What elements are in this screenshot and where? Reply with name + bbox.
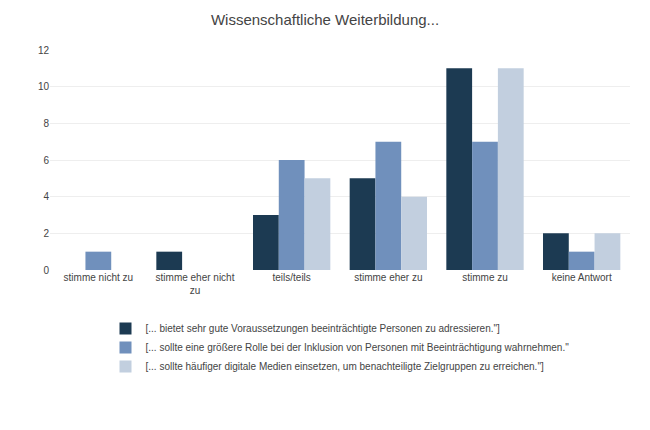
- svg-text:teils/teils: teils/teils: [272, 272, 310, 283]
- svg-text:stimme zu: stimme zu: [462, 272, 508, 283]
- svg-text:0: 0: [43, 265, 49, 276]
- svg-text:6: 6: [43, 155, 49, 166]
- svg-text:[... bietet sehr gute Vorausse: [... bietet sehr gute Voraussetzungen be…: [146, 323, 501, 334]
- svg-text:Wissenschaftliche Weiterbildun: Wissenschaftliche Weiterbildung...: [211, 11, 439, 28]
- svg-text:12: 12: [38, 45, 50, 56]
- svg-text:2: 2: [43, 228, 49, 239]
- svg-text:8: 8: [43, 118, 49, 129]
- svg-text:keine Antwort: keine Antwort: [552, 272, 612, 283]
- svg-text:stimme nicht zu: stimme nicht zu: [64, 272, 133, 283]
- svg-text:[... sollte häufiger digitale: [... sollte häufiger digitale Medien ein…: [146, 361, 544, 372]
- svg-text:stimme eher zu: stimme eher zu: [354, 272, 422, 283]
- svg-text:4: 4: [43, 191, 49, 202]
- svg-text:[... sollte eine größere Rolle: [... sollte eine größere Rolle bei der I…: [146, 342, 570, 353]
- svg-text:10: 10: [38, 81, 50, 92]
- svg-text:stimme eher nichtzu: stimme eher nichtzu: [156, 272, 235, 296]
